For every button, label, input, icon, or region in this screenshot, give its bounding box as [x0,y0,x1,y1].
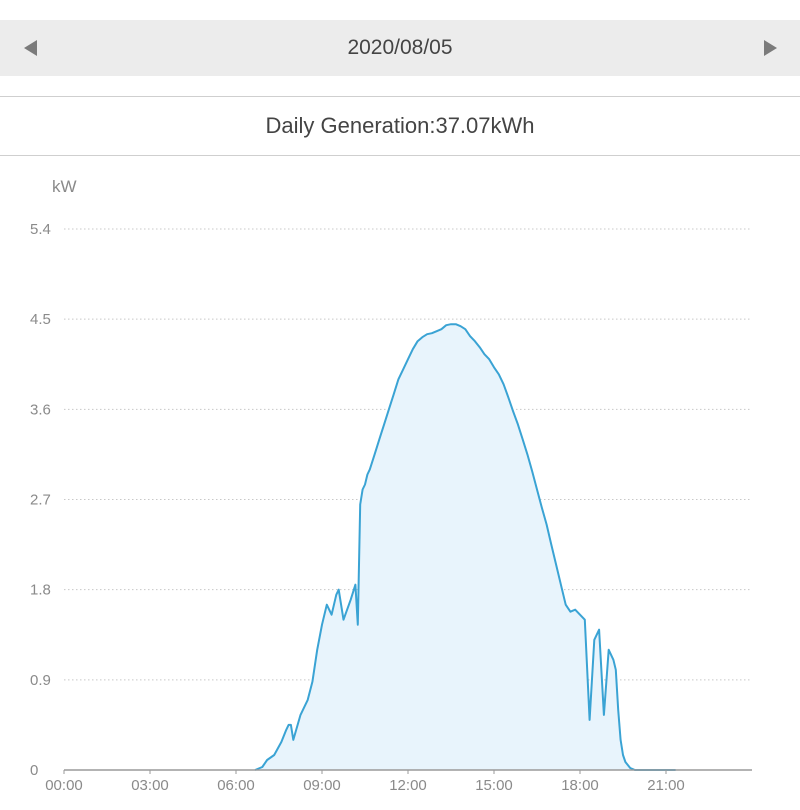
selected-date: 2020/08/05 [347,36,453,59]
series-line [254,323,676,771]
chevron-right-icon [763,40,777,56]
next-day-button[interactable] [740,20,800,76]
y-tick-label: 4.5 [30,311,51,328]
x-tick-label: 00:00 [45,777,83,794]
daily-generation-summary: Daily Generation:37.07kWh [0,97,800,156]
x-tick-label: 21:00 [647,777,685,794]
previous-day-button[interactable] [0,20,60,76]
y-tick-label: 5.4 [30,221,51,238]
x-tick-label: 09:00 [303,777,341,794]
power-chart: kW 0 0.9 1.8 2.7 3.6 4.5 5.4 00:00 03:00 06:00 09:0… [30,177,752,794]
date-navigation-bar: 2020/08/05 [0,20,800,76]
x-tick-label: 03:00 [131,777,169,794]
y-tick-label: 2.7 [30,492,51,509]
x-tick-label: 06:00 [217,777,255,794]
y-tick-label: 1.8 [30,582,51,599]
generation-card: Daily Generation:37.07kWh [0,96,800,810]
x-tick-label: 12:00 [389,777,427,794]
y-tick-label: 3.6 [30,401,51,418]
x-tick-label: 15:00 [475,777,513,794]
x-tick-label: 18:00 [561,777,599,794]
chevron-left-icon [23,40,37,56]
y-axis-unit-label: kW [52,177,77,196]
y-tick-label: 0.9 [30,672,51,689]
series-area [255,324,676,770]
y-tick-label: 0 [30,762,38,779]
